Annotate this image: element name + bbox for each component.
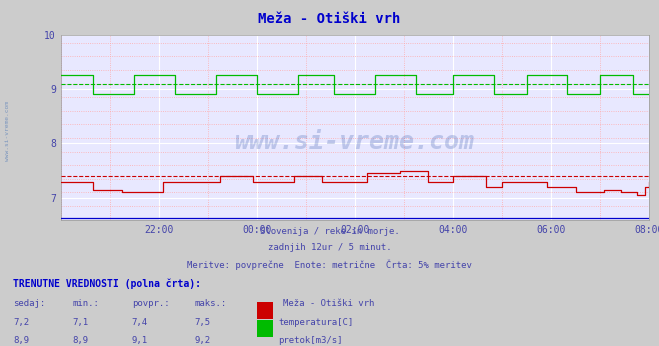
Text: www.si-vreme.com: www.si-vreme.com — [5, 101, 11, 162]
Text: Meža - Otiški vrh: Meža - Otiški vrh — [258, 12, 401, 26]
Text: Meža - Otiški vrh: Meža - Otiški vrh — [283, 299, 375, 308]
Text: 7,1: 7,1 — [72, 318, 88, 327]
Text: 9,2: 9,2 — [194, 336, 210, 345]
Text: 8,9: 8,9 — [72, 336, 88, 345]
Text: pretok[m3/s]: pretok[m3/s] — [278, 336, 343, 345]
Text: povpr.:: povpr.: — [132, 299, 169, 308]
Text: TRENUTNE VREDNOSTI (polna črta):: TRENUTNE VREDNOSTI (polna črta): — [13, 279, 201, 289]
Text: min.:: min.: — [72, 299, 100, 308]
Text: zadnjih 12ur / 5 minut.: zadnjih 12ur / 5 minut. — [268, 243, 391, 252]
Text: 8,9: 8,9 — [13, 336, 29, 345]
Text: maks.:: maks.: — [194, 299, 227, 308]
Text: Slovenija / reke in morje.: Slovenija / reke in morje. — [260, 227, 399, 236]
Text: www.si-vreme.com: www.si-vreme.com — [235, 130, 475, 154]
Text: 7,2: 7,2 — [13, 318, 29, 327]
Text: 7,5: 7,5 — [194, 318, 210, 327]
Text: Meritve: povprečne  Enote: metrične  Črta: 5% meritev: Meritve: povprečne Enote: metrične Črta:… — [187, 260, 472, 270]
Text: 7,4: 7,4 — [132, 318, 148, 327]
Text: 9,1: 9,1 — [132, 336, 148, 345]
Text: sedaj:: sedaj: — [13, 299, 45, 308]
Text: temperatura[C]: temperatura[C] — [278, 318, 353, 327]
